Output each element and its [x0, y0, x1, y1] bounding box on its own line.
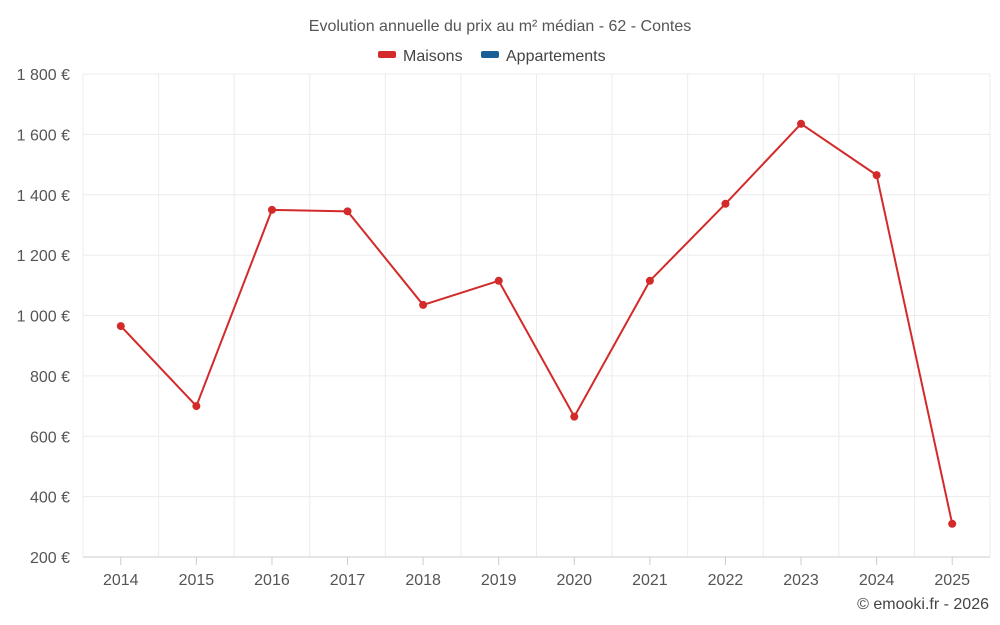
y-tick-label: 1 000 € [17, 309, 70, 326]
legend-label-maisons[interactable]: Maisons [403, 48, 463, 65]
data-point[interactable] [116, 322, 125, 331]
x-tick-label: 2017 [330, 572, 366, 589]
legend-swatch-appartements[interactable] [481, 51, 499, 58]
credit-text: © emooki.fr - 2026 [857, 596, 989, 613]
legend-label-appartements[interactable]: Appartements [506, 48, 606, 65]
x-tick-label: 2015 [179, 572, 215, 589]
y-tick-label: 600 € [30, 429, 70, 446]
y-tick-label: 1 200 € [17, 248, 70, 265]
data-point[interactable] [192, 402, 201, 411]
y-tick-label: 200 € [30, 550, 70, 567]
x-axis-ticks: 2014 2015 2016 2017 2018 2019 2020 2021 2022 2023… [103, 557, 970, 589]
legend-swatch-maisons[interactable] [378, 51, 396, 58]
data-point[interactable] [948, 519, 957, 528]
x-tick-label: 2019 [481, 572, 517, 589]
y-axis-ticks: 200 € 400 € 600 € 800 € 1 000 € 1 200 € 1 400 … [17, 67, 70, 567]
data-point[interactable] [645, 276, 654, 285]
series-line-maisons [120, 122, 954, 525]
data-point[interactable] [267, 205, 276, 214]
data-point[interactable] [797, 119, 806, 128]
x-tick-label: 2018 [405, 572, 441, 589]
x-tick-label: 2022 [708, 572, 744, 589]
data-point[interactable] [419, 300, 428, 309]
x-tick-label: 2021 [632, 572, 668, 589]
y-tick-label: 1 800 € [17, 67, 70, 84]
data-point[interactable] [721, 199, 730, 208]
x-tick-label: 2020 [556, 572, 592, 589]
grid-lines [82, 73, 991, 558]
x-tick-label: 2016 [254, 572, 290, 589]
data-point[interactable] [343, 207, 352, 216]
legend: Maisons Appartements [378, 48, 606, 65]
series-layer [116, 119, 957, 528]
data-point[interactable] [494, 276, 503, 285]
y-tick-label: 800 € [30, 369, 70, 386]
data-point[interactable] [872, 171, 881, 180]
y-tick-label: 400 € [30, 490, 70, 507]
data-point[interactable] [570, 412, 579, 421]
x-tick-label: 2023 [783, 572, 819, 589]
y-tick-label: 1 400 € [17, 188, 70, 205]
x-tick-label: 2025 [934, 572, 970, 589]
y-tick-label: 1 600 € [17, 127, 70, 144]
chart-title: Evolution annuelle du prix au m² médian … [309, 18, 691, 35]
x-tick-label: 2024 [859, 572, 895, 589]
x-tick-label: 2014 [103, 572, 139, 589]
